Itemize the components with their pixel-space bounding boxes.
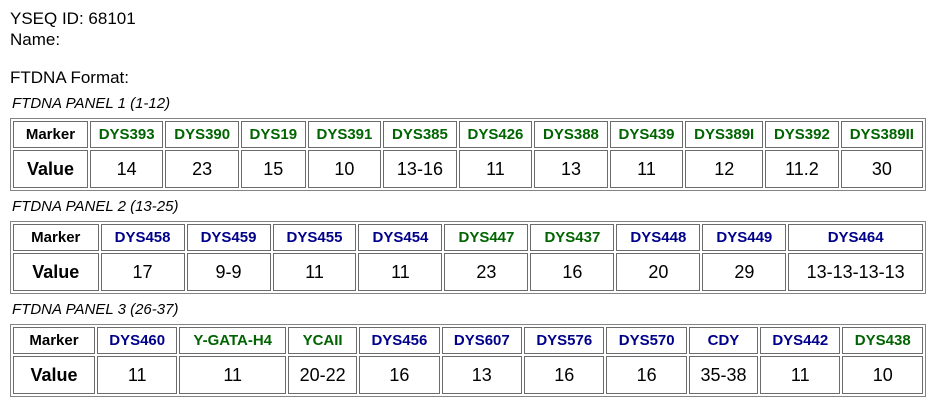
value-row-header: Value bbox=[13, 253, 99, 291]
marker-name-dys438: DYS438 bbox=[842, 327, 923, 354]
marker-name-dys385: DYS385 bbox=[383, 121, 457, 148]
marker-value-y-gata-h4: 11 bbox=[179, 356, 287, 394]
ftdna-format-heading: FTDNA Format: bbox=[10, 68, 130, 87]
marker-value-dys426: 11 bbox=[458, 150, 533, 188]
marker-name-y-gata-h4: Y-GATA-H4 bbox=[179, 327, 287, 354]
marker-name-dys439: DYS439 bbox=[609, 121, 684, 148]
yseq-id-line: YSEQ ID: 68101 bbox=[10, 9, 136, 28]
marker-value-dys458: 17 bbox=[100, 253, 185, 291]
marker-name-dys570: DYS570 bbox=[606, 327, 687, 354]
marker-name-dys390: DYS390 bbox=[165, 121, 239, 148]
marker-name-ycaii: YCAII bbox=[288, 327, 358, 354]
marker-name-dys458: DYS458 bbox=[100, 224, 185, 251]
marker-value-dys389ii: 30 bbox=[840, 150, 923, 188]
marker-value-cdy: 35-38 bbox=[688, 356, 759, 394]
marker-row-header: Marker bbox=[13, 224, 99, 251]
marker-value-dys391: 10 bbox=[307, 150, 382, 188]
marker-name-dys456: DYS456 bbox=[359, 327, 440, 354]
marker-value-dys19: 15 bbox=[240, 150, 306, 188]
marker-value-dys448: 20 bbox=[616, 253, 701, 291]
marker-name-dys393: DYS393 bbox=[89, 121, 164, 148]
marker-value-dys447: 23 bbox=[444, 253, 529, 291]
marker-name-dys447: DYS447 bbox=[444, 224, 529, 251]
marker-name-dys426: DYS426 bbox=[458, 121, 533, 148]
marker-name-dys388: DYS388 bbox=[534, 121, 608, 148]
marker-name-dys576: DYS576 bbox=[524, 327, 605, 354]
marker-value-dys464: 13-13-13-13 bbox=[788, 253, 923, 291]
marker-value-dys442: 11 bbox=[760, 356, 841, 394]
marker-value-dys454: 11 bbox=[358, 253, 443, 291]
marker-value-dys388: 13 bbox=[534, 150, 608, 188]
marker-name-dys460: DYS460 bbox=[96, 327, 178, 354]
marker-value-dys570: 16 bbox=[606, 356, 687, 394]
marker-name-dys391: DYS391 bbox=[307, 121, 382, 148]
marker-value-dys392: 11.2 bbox=[765, 150, 839, 188]
marker-name-dys392: DYS392 bbox=[765, 121, 839, 148]
marker-value-dys455: 11 bbox=[272, 253, 357, 291]
marker-value-dys439: 11 bbox=[609, 150, 684, 188]
marker-name-cdy: CDY bbox=[688, 327, 759, 354]
marker-row-header: Marker bbox=[13, 327, 95, 354]
panels-container: FTDNA PANEL 1 (1-12) Marker DYS393 DYS390 DY… bbox=[10, 95, 926, 397]
panel-1-title: FTDNA PANEL 1 (1-12) bbox=[12, 95, 171, 112]
marker-value-dys459: 9-9 bbox=[186, 253, 271, 291]
marker-value-dys449: 29 bbox=[702, 253, 787, 291]
marker-value-dys576: 16 bbox=[524, 356, 605, 394]
marker-value-dys460: 11 bbox=[96, 356, 178, 394]
marker-name-dys389i: DYS389I bbox=[685, 121, 764, 148]
marker-name-dys389ii: DYS389II bbox=[840, 121, 923, 148]
marker-value-dys389i: 12 bbox=[685, 150, 764, 188]
name-line: Name: bbox=[10, 30, 61, 49]
marker-value-dys437: 16 bbox=[530, 253, 615, 291]
marker-name-dys459: DYS459 bbox=[186, 224, 271, 251]
panel-3-title: FTDNA PANEL 3 (26-37) bbox=[12, 301, 179, 318]
panel-2-table: Marker DYS458 DYS459 DYS455 DYS454 DYS447 DYS4… bbox=[10, 221, 926, 294]
marker-name-dys607: DYS607 bbox=[441, 327, 523, 354]
marker-row-header: Marker bbox=[13, 121, 88, 148]
marker-value-ycaii: 20-22 bbox=[288, 356, 358, 394]
marker-name-dys19: DYS19 bbox=[240, 121, 306, 148]
marker-name-dys449: DYS449 bbox=[702, 224, 787, 251]
marker-value-dys385: 13-16 bbox=[383, 150, 457, 188]
marker-name-dys464: DYS464 bbox=[788, 224, 923, 251]
marker-name-dys442: DYS442 bbox=[760, 327, 841, 354]
marker-value-dys393: 14 bbox=[89, 150, 164, 188]
marker-value-dys438: 10 bbox=[842, 356, 923, 394]
marker-name-dys448: DYS448 bbox=[616, 224, 701, 251]
value-row-header: Value bbox=[13, 150, 88, 188]
marker-name-dys455: DYS455 bbox=[272, 224, 357, 251]
marker-value-dys607: 13 bbox=[441, 356, 523, 394]
marker-name-dys454: DYS454 bbox=[358, 224, 443, 251]
marker-value-dys390: 23 bbox=[165, 150, 239, 188]
panel-3-table: Marker DYS460 Y-GATA-H4 YCAII DYS456 DYS607 DY… bbox=[10, 324, 926, 397]
panel-1-table: Marker DYS393 DYS390 DYS19 DYS391 DYS385 DYS42… bbox=[10, 118, 926, 191]
marker-value-dys456: 16 bbox=[359, 356, 440, 394]
marker-name-dys437: DYS437 bbox=[530, 224, 615, 251]
panel-2-title: FTDNA PANEL 2 (13-25) bbox=[12, 198, 179, 215]
value-row-header: Value bbox=[13, 356, 95, 394]
